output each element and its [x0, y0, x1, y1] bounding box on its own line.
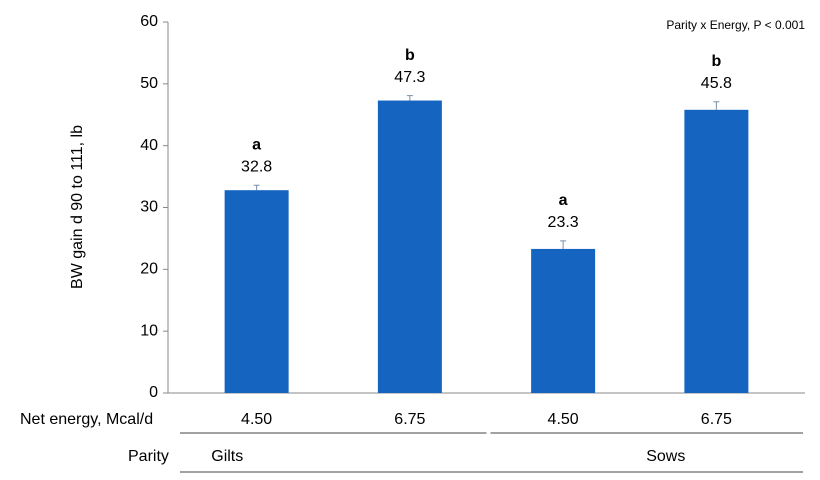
x-tick-label: 6.75	[701, 411, 732, 428]
bar	[377, 100, 442, 394]
y-tick-label: 40	[140, 137, 158, 154]
annotation: Parity x Energy, P < 0.001	[666, 18, 805, 32]
y-axis-label: BW gain d 90 to 111, lb	[69, 125, 86, 289]
bar	[224, 190, 289, 393]
value-label: 45.8	[701, 75, 732, 92]
x-tick-label: 4.50	[241, 411, 272, 428]
value-label: 23.3	[548, 214, 579, 231]
significance-letter: a	[559, 192, 568, 209]
error-bar	[560, 240, 567, 249]
bar	[684, 109, 749, 393]
x-tick-label: 6.75	[394, 411, 425, 428]
y-tick-label: 60	[140, 13, 158, 30]
x-tick-label: 4.50	[548, 411, 579, 428]
significance-letter: a	[252, 136, 261, 153]
value-label: 47.3	[394, 69, 425, 86]
y-tick-label: 20	[140, 261, 158, 278]
error-bar	[406, 95, 413, 101]
group-label: Gilts	[211, 448, 243, 465]
x-axis-label: Net energy, Mcal/d	[20, 411, 153, 428]
error-bar	[713, 101, 720, 110]
bar	[531, 248, 596, 393]
error-bar	[253, 184, 260, 191]
y-tick-label: 50	[140, 75, 158, 92]
y-tick-label: 0	[149, 384, 158, 401]
significance-letter: b	[405, 47, 415, 64]
group-axis-label: Parity	[128, 448, 169, 465]
y-tick-label: 10	[140, 322, 158, 339]
value-label: 32.8	[241, 158, 272, 175]
y-tick-label: 30	[140, 199, 158, 216]
significance-letter: b	[711, 53, 721, 70]
group-label: Sows	[646, 448, 685, 465]
